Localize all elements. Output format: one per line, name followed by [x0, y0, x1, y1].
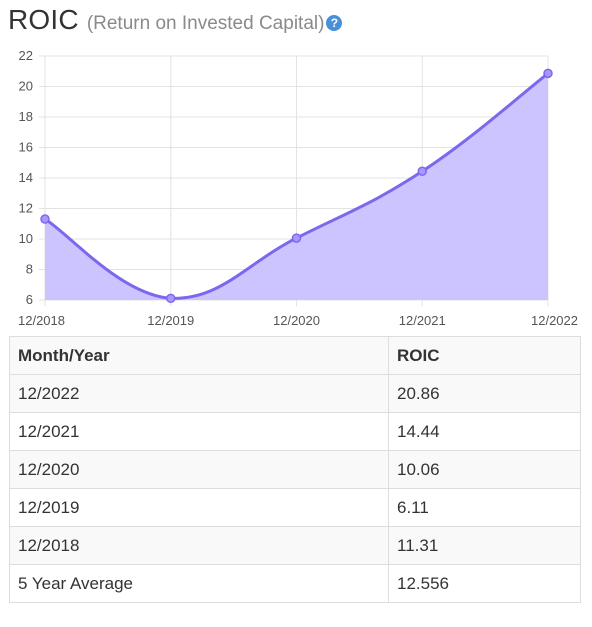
- table-cell-value: 11.31: [388, 526, 581, 565]
- table-cell-value: 6.11: [388, 488, 581, 527]
- area-fill: [45, 73, 548, 300]
- page-title: ROIC: [8, 4, 79, 35]
- data-point: [417, 166, 427, 177]
- x-tick-label: 12/2018: [18, 313, 65, 328]
- y-tick-label: 6: [26, 292, 33, 307]
- y-tick-label: 16: [19, 140, 33, 155]
- table-row: 12/2019 6.11: [9, 488, 581, 527]
- table-cell-period: 5 Year Average: [9, 564, 389, 603]
- data-point: [291, 233, 302, 243]
- x-tick-label: 12/2022: [531, 313, 578, 328]
- chart-x-ticks: 12/2018 12/2019 12/2020 12/2021 12/2022: [18, 313, 578, 328]
- y-tick-label: 14: [19, 170, 33, 185]
- data-point: [166, 293, 176, 304]
- table-cell-period: 12/2018: [9, 526, 389, 565]
- x-tick-label: 12/2019: [147, 313, 194, 328]
- page-subtitle: (Return on Invested Capital): [86, 13, 325, 34]
- y-tick-label: 8: [26, 262, 33, 277]
- header: ROIC (Return on Invested Capital) ?: [8, 4, 343, 44]
- table-row: 12/2020 10.06: [9, 450, 581, 489]
- table-cell-value: 14.44: [388, 412, 581, 451]
- data-point: [40, 214, 50, 224]
- x-tick-label: 12/2020: [273, 313, 320, 328]
- chart-y-ticks: 6 8 10 12 14 16 18 20 22: [19, 48, 33, 307]
- column-header-month-year: Month/Year: [9, 336, 389, 375]
- table-header-row: Month/Year ROIC: [9, 336, 581, 375]
- chart-points: [40, 68, 553, 304]
- table-row: 12/2021 14.44: [9, 412, 581, 451]
- table-cell-period: 12/2021: [9, 412, 389, 451]
- table-cell-value: 10.06: [388, 450, 581, 489]
- table-row: 12/2018 11.31: [9, 526, 581, 565]
- y-tick-label: 10: [19, 231, 33, 246]
- table-cell-value: 20.86: [388, 374, 581, 413]
- table-cell-period: 12/2019: [9, 488, 389, 527]
- y-tick-label: 18: [19, 109, 33, 124]
- data-point: [543, 68, 553, 79]
- table-cell-period: 12/2022: [9, 374, 389, 413]
- table-cell-period: 12/2020: [9, 450, 389, 489]
- y-tick-label: 12: [19, 201, 33, 216]
- table-cell-value: 12.556: [388, 564, 581, 603]
- y-tick-label: 22: [19, 48, 33, 63]
- table-row: 12/2022 20.86: [9, 374, 581, 413]
- x-tick-label: 12/2021: [399, 313, 446, 328]
- question-circle-icon[interactable]: ?: [326, 15, 343, 31]
- roic-table: Month/Year ROIC 12/2022 20.86 12/2021 14…: [9, 336, 581, 603]
- table-row-average: 5 Year Average 12.556: [9, 564, 581, 603]
- column-header-roic: ROIC: [388, 336, 581, 375]
- y-tick-label: 20: [19, 79, 33, 94]
